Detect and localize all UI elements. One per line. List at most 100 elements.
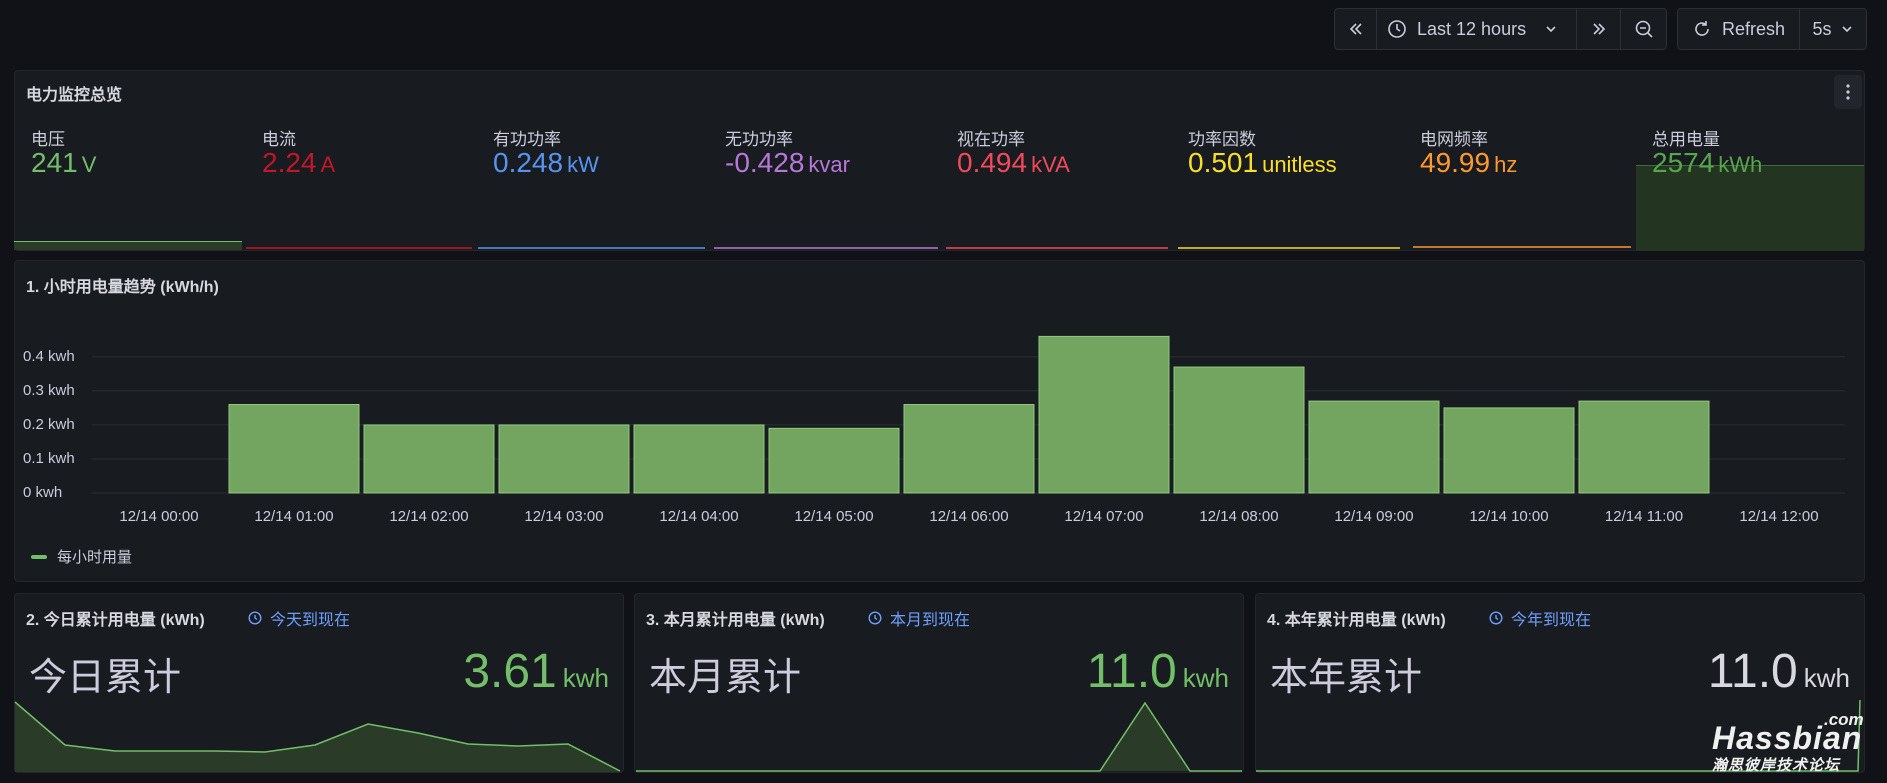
total-energy-spark-area	[1636, 165, 1864, 251]
stat-number: 0.248	[493, 147, 564, 178]
summary-title: 3. 本月累计用电量 (kWh)	[646, 612, 825, 629]
bar[interactable]	[768, 427, 900, 494]
x-tick-label: 12/14 05:00	[794, 508, 874, 525]
clock-icon	[248, 611, 262, 625]
summary-label: 本年累计	[1270, 657, 1423, 699]
stat-unit: A	[320, 152, 336, 177]
stat-number: 2574	[1652, 147, 1715, 178]
summary-value: 11.0 kwh	[1708, 644, 1850, 699]
x-tick-label: 12/14 02:00	[389, 508, 469, 525]
summary-label: 本月累计	[649, 657, 802, 699]
summary-time-info[interactable]: 今天到现在	[248, 606, 350, 630]
bar[interactable]	[363, 424, 495, 494]
shift-back-button[interactable]	[1335, 9, 1377, 49]
stat-number: 0.501	[1188, 147, 1259, 178]
refresh-interval-value: 5s	[1812, 18, 1832, 39]
bar[interactable]	[903, 403, 1035, 494]
clock-icon	[1489, 611, 1503, 625]
stat-number: 49.99	[1420, 147, 1491, 178]
summary-title: 4. 本年累计用电量 (kWh)	[1267, 612, 1446, 629]
stat-unit: kVA	[1031, 152, 1070, 177]
x-tick-label: 12/14 03:00	[524, 508, 604, 525]
bar[interactable]	[633, 424, 765, 494]
stat-label: 视在功率	[957, 130, 1025, 149]
watermark-logo: .com Hassbian 瀚思彼岸技术论坛	[1712, 710, 1872, 780]
month-spark-area	[1100, 703, 1190, 771]
refresh-label: Refresh	[1721, 18, 1786, 39]
x-tick-label: 12/14 00:00	[119, 508, 199, 525]
time-info-label: 今年到现在	[1511, 612, 1592, 629]
time-range-picker[interactable]: Last 12 hours	[1377, 9, 1577, 49]
watermark-suffix: .com	[1824, 710, 1864, 729]
stat-value: 2574 kWh	[1652, 147, 1762, 179]
y-tick-label: 0.1 kwh	[23, 449, 75, 467]
bar[interactable]	[1308, 400, 1440, 494]
y-tick-label: 0.4 kwh	[23, 347, 75, 365]
stat-voltage: 电压 241 V	[31, 125, 251, 250]
bar[interactable]	[1578, 400, 1710, 494]
time-info-label: 本月到现在	[890, 612, 971, 629]
stat-number: -0.428	[725, 147, 805, 178]
refresh-group: Refresh 5s	[1677, 8, 1867, 50]
zoom-out-icon	[1635, 20, 1653, 38]
stat-unit: kW	[567, 152, 599, 177]
bar[interactable]	[1038, 335, 1170, 494]
chevrons-left-icon	[1349, 23, 1362, 35]
x-tick-label: 12/14 11:00	[1604, 508, 1684, 525]
stat-value: 2.24 A	[262, 147, 335, 179]
stat-frequency: 电网频率 49.99 hz	[1420, 125, 1640, 250]
stat-unit: unitless	[1262, 152, 1337, 177]
legend-swatch	[31, 554, 47, 559]
today-spark-area	[15, 702, 620, 772]
summary-time-info[interactable]: 今年到现在	[1489, 606, 1591, 630]
stat-unit: V	[81, 152, 97, 177]
summary-time-info[interactable]: 本月到现在	[868, 606, 970, 630]
shift-forward-button[interactable]	[1577, 9, 1621, 49]
year-energy-panel: 4. 本年累计用电量 (kWh) 今年到现在本年累计 11.0 kwh	[1255, 593, 1865, 773]
zoom-out-button[interactable]	[1621, 9, 1666, 49]
stat-unit: kWh	[1718, 152, 1763, 177]
refresh-button[interactable]: Refresh	[1678, 9, 1800, 49]
stat-power-factor: 功率因数 0.501 unitless	[1188, 125, 1408, 250]
chevrons-right-icon	[1592, 23, 1605, 35]
bar[interactable]	[228, 403, 360, 494]
summary-unit: kwh	[1803, 663, 1850, 693]
stat-label: 无功功率	[725, 130, 793, 149]
bar[interactable]	[1173, 366, 1305, 494]
overview-panel: 电力监控总览	[14, 70, 1865, 251]
month-sparkline	[636, 701, 1242, 772]
stat-value: 0.494 kVA	[957, 147, 1070, 179]
x-tick-label: 12/14 10:00	[1469, 508, 1549, 525]
stat-label: 总用电量	[1652, 130, 1720, 149]
x-tick-label: 12/14 07:00	[1064, 508, 1144, 525]
stat-value: 0.248 kW	[493, 147, 599, 179]
voltage-spark-area	[14, 242, 242, 250]
watermark-brand: Hassbian	[1712, 720, 1863, 756]
stat-total-energy: 总用电量 2574 kWh	[1652, 125, 1872, 250]
stat-number: 0.494	[957, 147, 1028, 178]
year-sparkline	[1256, 699, 1861, 772]
x-tick-label: 12/14 01:00	[254, 508, 334, 525]
stat-reactive-power: 无功功率 -0.428 kvar	[725, 125, 945, 250]
stat-value: 49.99 hz	[1420, 147, 1517, 179]
refresh-interval-picker[interactable]: 5s	[1800, 9, 1866, 49]
panel-menu-button[interactable]	[1834, 75, 1862, 109]
x-tick-label: 12/14 08:00	[1199, 508, 1279, 525]
today-sparkline	[14, 701, 621, 772]
stat-value: 0.501 unitless	[1188, 147, 1337, 179]
stat-label: 功率因数	[1188, 130, 1256, 149]
bar[interactable]	[1443, 407, 1575, 494]
bar[interactable]	[498, 424, 630, 494]
stat-label: 有功功率	[493, 130, 561, 149]
time-picker-group: Last 12 hours	[1334, 8, 1667, 50]
chevron-down-icon	[1546, 26, 1556, 33]
refresh-icon	[1695, 21, 1709, 36]
chart-legend[interactable]: 每小时用量	[31, 546, 132, 567]
more-vertical-icon	[1846, 84, 1850, 100]
summary-title: 2. 今日累计用电量 (kWh)	[26, 612, 205, 629]
summary-number: 3.61	[463, 645, 557, 698]
stat-number: 241	[31, 147, 78, 178]
stat-unit: kvar	[808, 152, 850, 177]
